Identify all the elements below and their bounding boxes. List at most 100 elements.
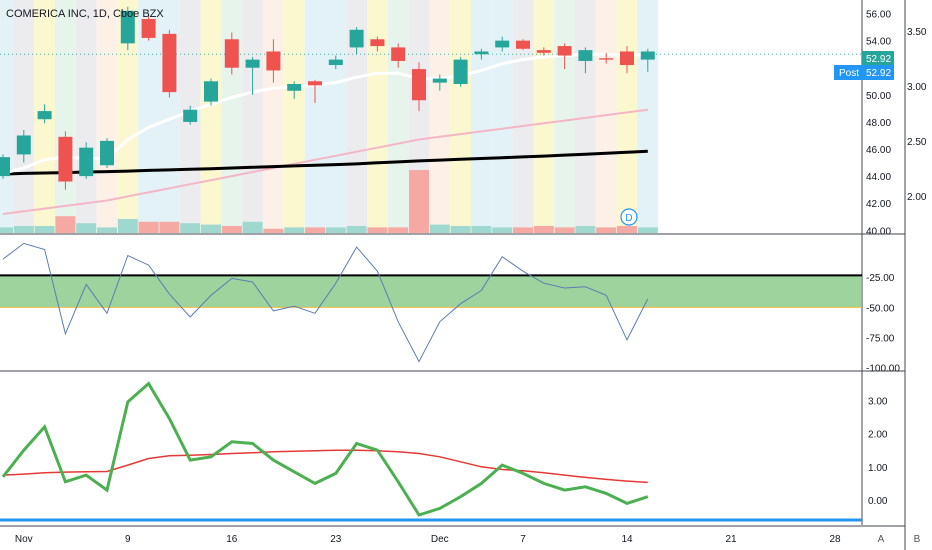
volume-bar xyxy=(513,227,533,233)
candle-body[interactable] xyxy=(141,18,156,38)
candle-body[interactable] xyxy=(328,59,343,66)
candle-body[interactable] xyxy=(79,147,94,177)
x-tick-label: 23 xyxy=(330,534,342,545)
volume-bar xyxy=(180,223,201,233)
volume-bar xyxy=(138,221,159,233)
secondary-tick-label: 3.00 xyxy=(907,82,927,93)
chart-title: COMERICA INC, 1D, Cboe BZX xyxy=(6,8,164,20)
oscillator-panel xyxy=(0,242,862,363)
x-tick-label: Dec xyxy=(431,534,449,545)
x-tick-label: Nov xyxy=(15,534,33,545)
volume-bar xyxy=(97,227,117,233)
momentum-tick-label: 3.00 xyxy=(868,396,888,407)
candle-body[interactable] xyxy=(495,40,510,48)
volume-bar xyxy=(0,227,13,233)
volume-bar xyxy=(263,228,284,233)
candle-body[interactable] xyxy=(640,51,655,60)
post-price-label: 52.92 xyxy=(866,68,891,79)
candlesticks[interactable] xyxy=(0,6,655,190)
price-tick-label: 44.00 xyxy=(866,172,891,183)
volume-bar xyxy=(471,226,492,233)
candle-body[interactable] xyxy=(100,140,114,166)
candle-body[interactable] xyxy=(37,111,52,120)
candle-body[interactable] xyxy=(58,136,73,182)
price-tick-label: 42.00 xyxy=(866,199,891,210)
candle-body[interactable] xyxy=(0,157,10,177)
session-background xyxy=(0,0,659,233)
candle-body[interactable] xyxy=(578,50,593,61)
price-tick-label: 56.00 xyxy=(866,10,891,21)
ma-black-line xyxy=(2,149,648,176)
x-tick-label: 14 xyxy=(621,534,633,545)
volume-bar xyxy=(242,221,263,233)
candle-body[interactable] xyxy=(370,39,385,47)
secondary-tick-label: 2.50 xyxy=(907,137,927,148)
session-stripe xyxy=(471,0,492,233)
candle-body[interactable] xyxy=(224,39,239,68)
candle-body[interactable] xyxy=(536,50,551,53)
candle-body[interactable] xyxy=(245,59,260,68)
volume-bar xyxy=(55,216,76,233)
momentum-panel xyxy=(0,381,862,522)
volume-bar xyxy=(429,224,450,233)
momentum-tick-label: 1.00 xyxy=(868,463,888,474)
post-badge xyxy=(834,65,862,80)
candle-body[interactable] xyxy=(453,59,468,84)
candle-body[interactable] xyxy=(620,51,634,66)
post-label: Post xyxy=(839,68,859,79)
session-stripe xyxy=(0,0,14,233)
candle-body[interactable] xyxy=(557,46,572,56)
candle-body[interactable] xyxy=(287,83,302,91)
volume-bar xyxy=(450,226,471,233)
volume-bar xyxy=(637,227,658,233)
price-tick-label: 48.00 xyxy=(866,118,891,129)
candle-body[interactable] xyxy=(183,109,198,122)
candle-body[interactable] xyxy=(474,51,489,55)
candle-body[interactable] xyxy=(308,81,322,86)
footer-b-button[interactable]: B xyxy=(914,534,921,545)
session-stripe xyxy=(429,0,451,233)
volume-bar xyxy=(221,226,242,233)
oscillator-line xyxy=(2,242,649,363)
volume-bar xyxy=(492,227,513,233)
candle-body[interactable] xyxy=(516,40,530,49)
session-stripe xyxy=(55,0,76,233)
x-tick-label: 21 xyxy=(725,534,737,545)
session-stripe xyxy=(304,0,326,233)
session-stripe xyxy=(75,0,97,233)
price-tick-label: 46.00 xyxy=(866,145,891,156)
price-tick-label: 40.00 xyxy=(866,226,891,237)
momentum-tick-label: 2.00 xyxy=(868,430,888,441)
session-stripe xyxy=(13,0,35,233)
candle-body[interactable] xyxy=(162,33,177,93)
volume-bar xyxy=(201,224,221,233)
candle-body[interactable] xyxy=(120,10,135,44)
volume-bar xyxy=(34,226,55,233)
candle-body[interactable] xyxy=(432,78,447,83)
volume-bar xyxy=(367,227,388,233)
volume-bars xyxy=(0,170,658,233)
oscillator-tick-label: -25.00 xyxy=(866,273,895,284)
candle-body[interactable] xyxy=(266,51,281,71)
footer-a-button[interactable]: A xyxy=(878,534,885,545)
volume-bar xyxy=(13,226,34,233)
candle-body[interactable] xyxy=(412,69,426,101)
session-stripe xyxy=(367,0,388,233)
grid xyxy=(0,0,906,550)
candle-body[interactable] xyxy=(391,47,406,61)
session-stripe xyxy=(200,0,222,233)
momentum-tick-label: 0.00 xyxy=(868,496,888,507)
volume-bar xyxy=(388,227,409,233)
volume-bar xyxy=(346,226,367,233)
session-stripe xyxy=(554,0,575,233)
candle-body[interactable] xyxy=(16,135,31,155)
session-stripe xyxy=(512,0,534,233)
candle-body[interactable] xyxy=(349,29,364,48)
candle-body[interactable] xyxy=(204,81,218,102)
session-stripe xyxy=(283,0,305,233)
dividend-marker[interactable] xyxy=(620,208,638,226)
volume-bar xyxy=(554,227,575,233)
volume-bar xyxy=(305,227,325,233)
candle-body[interactable] xyxy=(599,58,614,60)
